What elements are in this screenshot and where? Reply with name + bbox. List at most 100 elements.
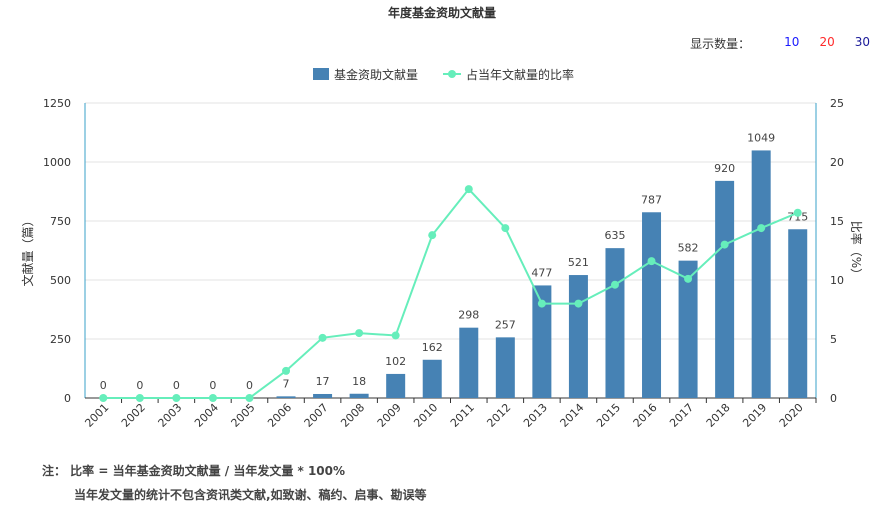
bar-data-label-2004: 0 <box>209 379 216 392</box>
y2-tick-label: 5 <box>830 333 837 346</box>
x-tick-label: 2011 <box>448 401 477 430</box>
x-tick-label: 2014 <box>558 401 587 430</box>
bar-data-label-2011: 298 <box>458 309 479 322</box>
ratio-point-2016 <box>647 257 656 266</box>
bar-data-label-2009: 102 <box>385 355 406 368</box>
display-count-label: 显示数量： <box>690 37 751 51</box>
ratio-point-2003 <box>172 394 181 402</box>
x-tick-label: 2002 <box>119 401 148 430</box>
display-count-option-10[interactable]: 10 <box>784 35 800 49</box>
y2-tick-label: 20 <box>830 156 844 169</box>
x-tick-label: 2020 <box>777 401 806 430</box>
ratio-point-2020 <box>793 208 802 217</box>
ratio-point-2005 <box>245 394 254 402</box>
ratio-point-2008 <box>355 329 364 338</box>
bar-data-label-2018: 920 <box>714 162 735 175</box>
chart-title: 年度基金资助文献量 <box>387 6 496 20</box>
bar-data-label-2019: 1049 <box>747 131 775 144</box>
ratio-point-2007 <box>318 333 327 342</box>
bar-data-label-2002: 0 <box>136 379 143 392</box>
bar-data-label-2001: 0 <box>100 379 107 392</box>
ratio-line <box>103 187 799 399</box>
x-tick-label: 2019 <box>740 401 769 430</box>
x-tick-label: 2006 <box>265 401 294 430</box>
x-tick-label: 2015 <box>594 401 623 430</box>
legend-bar-swatch <box>313 68 329 80</box>
ratio-point-2001 <box>99 394 108 402</box>
bar-2020 <box>788 229 808 398</box>
bar-2019 <box>751 150 771 398</box>
bar-data-label-2008: 18 <box>352 375 366 388</box>
y-tick-label: 0 <box>64 392 71 405</box>
display-count-option-30[interactable]: 30 <box>854 35 870 49</box>
ratio-point-2019 <box>757 224 766 233</box>
x-tick-label: 2009 <box>375 401 404 430</box>
x-tick-label: 2004 <box>192 401 221 430</box>
x-tick-label: 2008 <box>338 401 367 430</box>
ratio-point-2006 <box>282 366 291 375</box>
x-tick-label: 2017 <box>667 401 696 430</box>
legend-bar-label: 基金资助文献量 <box>334 67 418 82</box>
note-exclusion: 当年发文量的统计不包含资讯类文献,如致谢、稿约、启事、勘误等 <box>74 488 427 502</box>
ratio-point-2009 <box>391 331 400 340</box>
bar-data-label-2006: 7 <box>283 377 290 390</box>
ratio-point-2013 <box>537 299 546 308</box>
bar-data-label-2017: 582 <box>678 242 699 255</box>
y2-axis-title: 比率（%） <box>849 221 864 280</box>
bar-data-label-2012: 257 <box>495 318 516 331</box>
ratio-point-2012 <box>501 224 510 233</box>
chart-notes: 注： 比率 = 当年基金资助文献量 / 当年发文量 * 100% 当年发文量的统… <box>42 459 427 507</box>
x-tick-label: 2010 <box>411 401 440 430</box>
x-tick-label: 2016 <box>631 401 660 430</box>
x-tick-label: 2018 <box>704 401 733 430</box>
y-tick-label: 250 <box>50 333 71 346</box>
bar-2010 <box>422 359 442 398</box>
y-tick-label: 1000 <box>43 156 71 169</box>
bar-data-label-2013: 477 <box>531 266 552 279</box>
bar-data-label-2014: 521 <box>568 256 589 269</box>
ratio-point-2018 <box>720 240 729 249</box>
y2-tick-label: 25 <box>830 97 844 110</box>
y-tick-label: 1250 <box>43 97 71 110</box>
bar-data-label-2015: 635 <box>604 229 625 242</box>
y-tick-label: 500 <box>50 274 71 287</box>
bar-2012 <box>495 337 515 398</box>
x-tick-label: 2013 <box>521 401 550 430</box>
bar-2006 <box>276 396 296 398</box>
bar-data-label-2016: 787 <box>641 193 662 206</box>
bar-2009 <box>386 373 406 398</box>
legend-line-label: 占当年文献量的比率 <box>466 67 574 82</box>
bar-data-label-2010: 162 <box>422 341 443 354</box>
x-tick-label: 2003 <box>156 401 185 430</box>
x-tick-label: 2005 <box>229 401 258 430</box>
bar-2008 <box>349 393 369 398</box>
bar-2016 <box>642 212 662 398</box>
x-tick-label: 2001 <box>82 401 111 430</box>
ratio-point-2010 <box>428 231 437 240</box>
ratio-point-2002 <box>135 394 144 402</box>
display-count-selector: 显示数量： 10 20 30 <box>690 35 870 52</box>
bar-data-label-2020: 715 <box>787 210 808 223</box>
bar-2007 <box>313 393 333 398</box>
ratio-point-2004 <box>208 394 217 402</box>
y2-tick-label: 10 <box>830 274 844 287</box>
ratio-point-2014 <box>574 299 583 308</box>
note-formula: 注： 比率 = 当年基金资助文献量 / 当年发文量 * 100% <box>42 464 346 478</box>
bar-data-label-2003: 0 <box>173 379 180 392</box>
ratio-point-2015 <box>610 280 619 289</box>
y2-tick-label: 15 <box>830 215 844 228</box>
y-axis-title: 文献量（篇） <box>20 214 35 286</box>
display-count-option-20[interactable]: 20 <box>819 35 835 49</box>
bar-data-label-2005: 0 <box>246 379 253 392</box>
bar-data-label-2007: 17 <box>316 375 330 388</box>
bar-2014 <box>568 275 588 398</box>
y-tick-label: 750 <box>50 215 71 228</box>
bar-2018 <box>715 180 735 398</box>
legend-line-marker <box>448 70 456 78</box>
ratio-point-2011 <box>464 185 473 194</box>
bar-2017 <box>678 260 698 398</box>
bar-2015 <box>605 248 625 398</box>
x-tick-label: 2012 <box>484 401 513 430</box>
x-tick-label: 2007 <box>302 401 331 430</box>
